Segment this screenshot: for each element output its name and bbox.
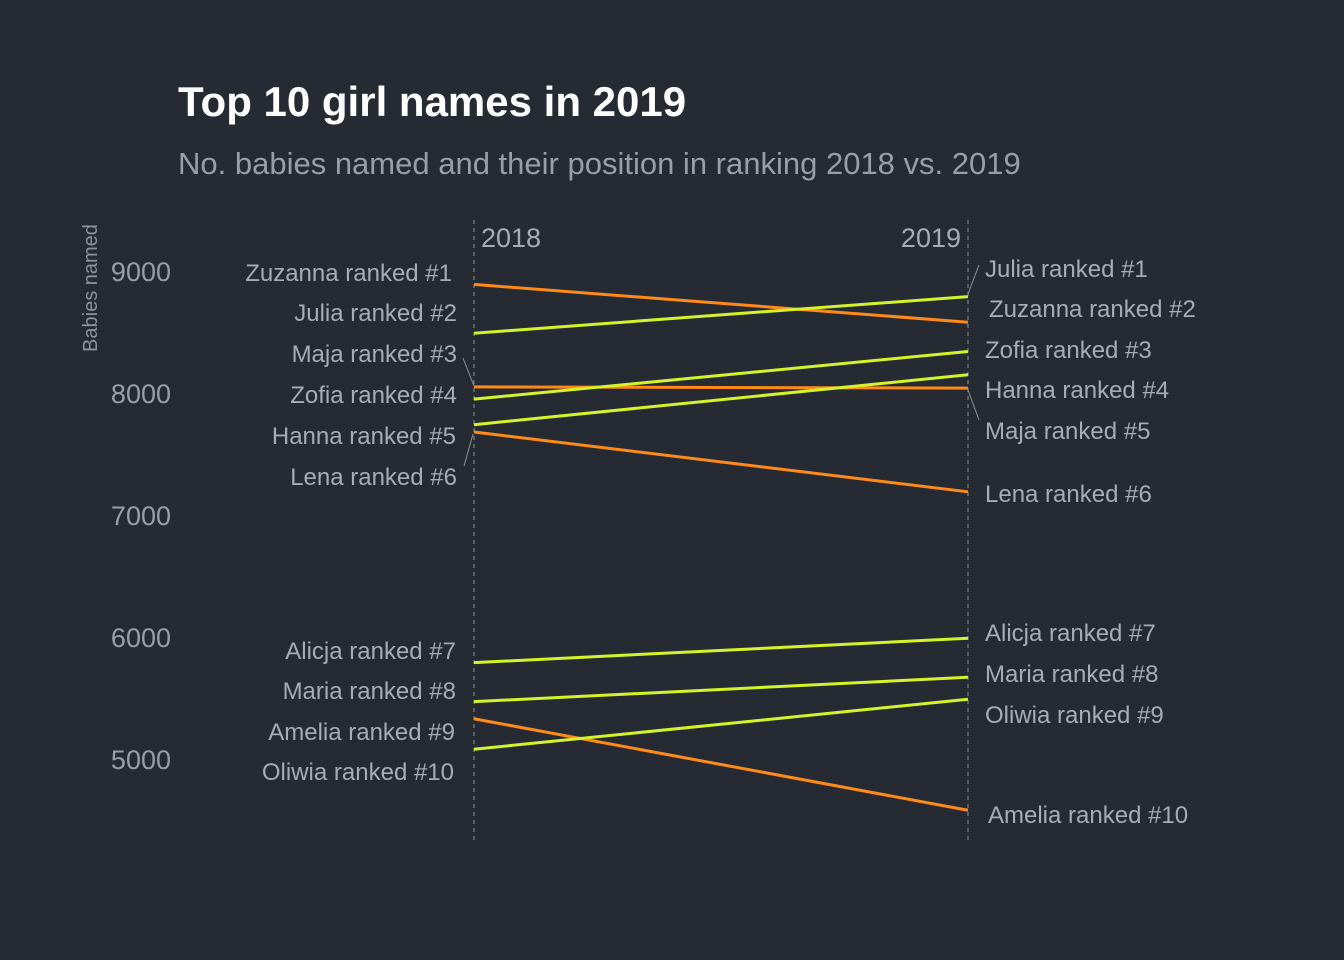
label-2018: Maria ranked #8 xyxy=(283,678,456,705)
label-2019: Julia ranked #1 xyxy=(985,256,1148,283)
y-tick-label: 5000 xyxy=(111,745,171,775)
label-2019: Zofia ranked #3 xyxy=(985,337,1152,364)
y-tick-label: 9000 xyxy=(111,257,171,287)
label-2018: Alicja ranked #7 xyxy=(285,638,456,665)
series-line-zofia xyxy=(473,350,969,401)
label-2019: Oliwia ranked #9 xyxy=(985,702,1164,729)
label-2019: Amelia ranked #10 xyxy=(988,802,1188,829)
series-lines xyxy=(473,282,969,812)
chart-title: Top 10 girl names in 2019 xyxy=(178,78,686,125)
label-2018: Hanna ranked #5 xyxy=(272,423,456,450)
label-leader-line xyxy=(462,357,475,387)
series-line-hanna xyxy=(473,373,969,427)
y-tick-label: 7000 xyxy=(111,501,171,531)
y-axis-label: Babies named xyxy=(80,224,102,352)
series-line-julia xyxy=(473,295,969,335)
label-leader-line xyxy=(463,433,474,467)
label-leaders xyxy=(462,264,980,467)
series-line-maja xyxy=(473,385,969,390)
series-line-oliwia xyxy=(473,697,969,751)
label-2019: Maria ranked #8 xyxy=(985,661,1158,688)
label-2018: Zofia ranked #4 xyxy=(290,382,457,409)
label-2018: Zuzanna ranked #1 xyxy=(245,260,452,287)
labels-2019: Julia ranked #1 Zuzanna ranked #2 Zofia ra… xyxy=(985,256,1196,829)
labels-2018: Zuzanna ranked #1 Julia ranked #2 Maja ran… xyxy=(245,260,457,786)
label-2019: Zuzanna ranked #2 xyxy=(989,296,1196,323)
column-header-2018: 2018 xyxy=(481,223,541,253)
series-line-amelia xyxy=(473,717,969,812)
y-tick-label: 6000 xyxy=(111,623,171,653)
chart-subtitle: No. babies named and their position in r… xyxy=(178,146,1021,181)
label-2018: Maja ranked #3 xyxy=(292,341,457,368)
label-2018: Julia ranked #2 xyxy=(294,300,457,327)
label-2019: Hanna ranked #4 xyxy=(985,377,1169,404)
label-2018: Oliwia ranked #10 xyxy=(262,759,454,786)
label-2019: Alicja ranked #7 xyxy=(985,620,1156,647)
label-2018: Amelia ranked #9 xyxy=(268,719,455,746)
y-axis-ticks: 5000 6000 7000 8000 9000 xyxy=(111,257,171,775)
series-line-alicja xyxy=(473,636,969,665)
series-line-zuzanna xyxy=(473,282,969,324)
series-line-maria xyxy=(473,675,969,704)
series-line-lena xyxy=(473,430,969,494)
label-leader-line xyxy=(967,264,980,295)
label-2019: Lena ranked #6 xyxy=(985,481,1152,508)
label-2018: Lena ranked #6 xyxy=(290,464,457,491)
label-leader-line xyxy=(967,389,980,421)
label-2019: Maja ranked #5 xyxy=(985,418,1150,445)
column-header-2019: 2019 xyxy=(901,223,961,253)
y-tick-label: 8000 xyxy=(111,379,171,409)
